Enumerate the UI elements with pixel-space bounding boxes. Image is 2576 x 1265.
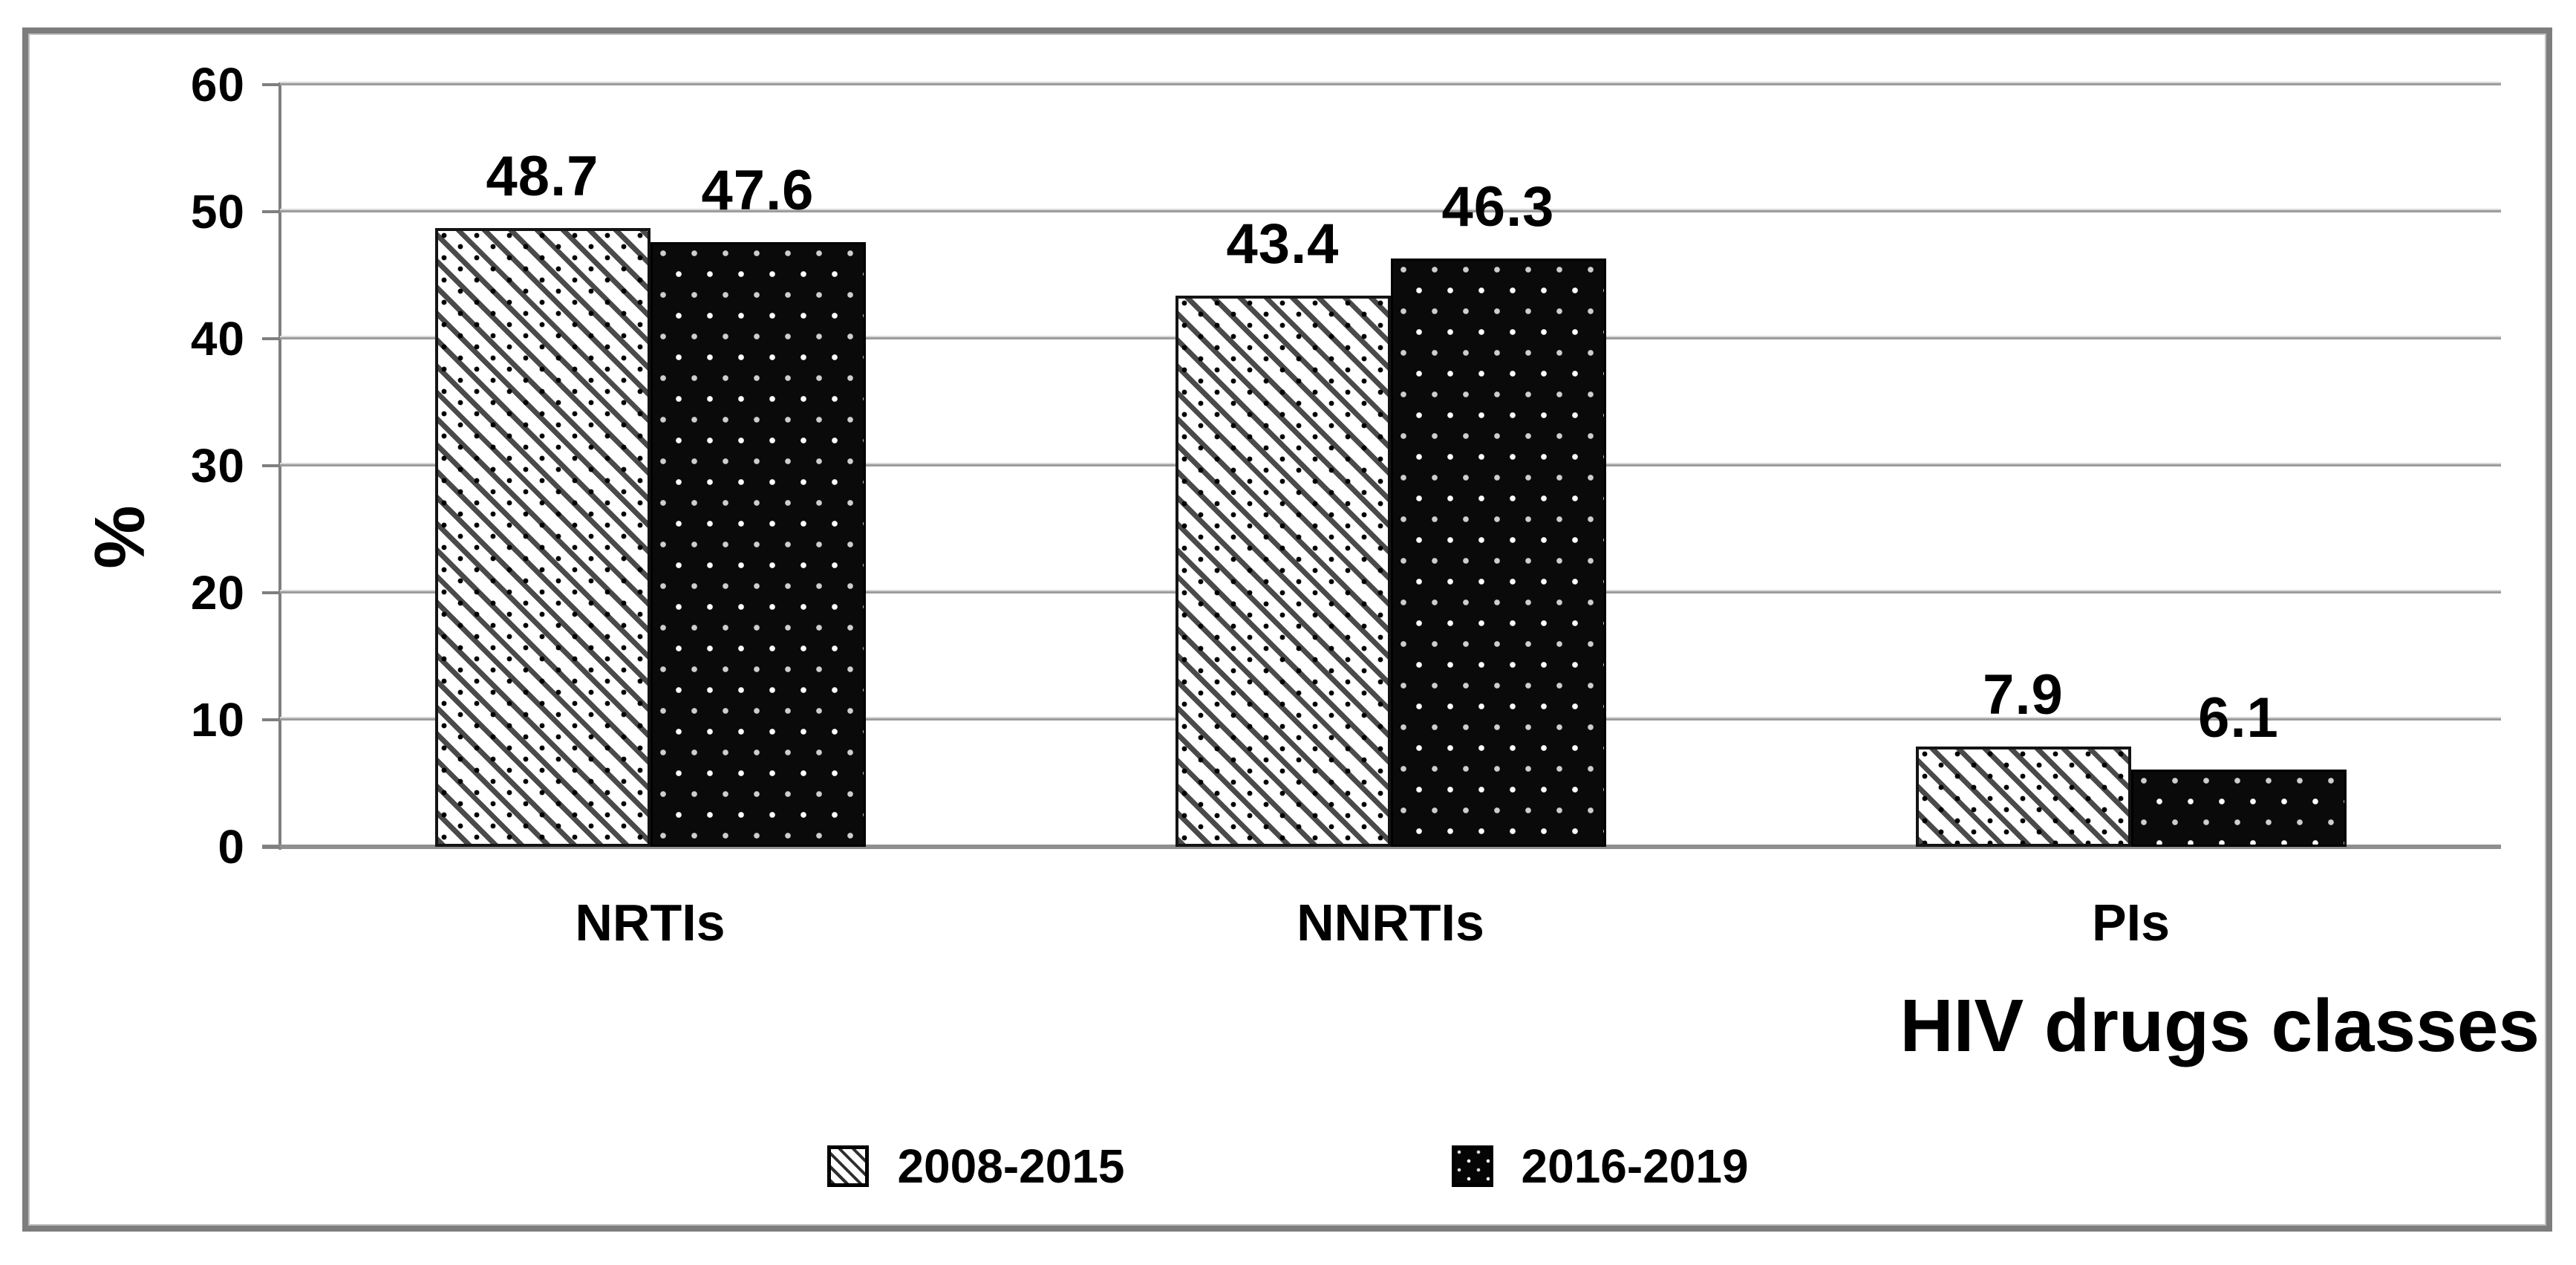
y-tick-label-60: 60 bbox=[190, 58, 245, 111]
bar-nnrtis-2016-2019 bbox=[1390, 258, 1606, 847]
y-tick-label-50: 50 bbox=[190, 185, 245, 238]
gridline-50 bbox=[280, 210, 2501, 212]
bar-nnrtis-2008-2015 bbox=[1175, 296, 1391, 847]
category-label-nrtis: NRTIs bbox=[575, 894, 725, 952]
plot-area: 48.7 47.6 43.4 46.3 7.9 6.1 bbox=[262, 83, 2501, 849]
y-tick-label-30: 30 bbox=[190, 439, 245, 492]
bar-nrtis-2008-2015 bbox=[434, 228, 650, 847]
y-tick-0 bbox=[262, 845, 280, 848]
y-tick-10 bbox=[262, 718, 280, 721]
legend-label-2016-2019: 2016-2019 bbox=[1521, 1139, 1749, 1193]
legend: 2008-2015 2016-2019 bbox=[0, 1139, 2576, 1193]
legend-item-2016-2019: 2016-2019 bbox=[1451, 1139, 1749, 1193]
y-tick-label-0: 0 bbox=[218, 820, 245, 874]
y-tick-40 bbox=[262, 337, 280, 340]
x-axis-title: HIV drugs classes bbox=[1900, 984, 2540, 1067]
y-tick-30 bbox=[262, 464, 280, 467]
y-tick-label-40: 40 bbox=[190, 312, 245, 365]
y-tick-60 bbox=[262, 83, 280, 86]
gridline-60 bbox=[280, 83, 2501, 85]
value-label-nrtis-2008-2015: 48.7 bbox=[486, 145, 599, 208]
y-tick-label-10: 10 bbox=[190, 693, 245, 747]
y-tick-label-20: 20 bbox=[190, 566, 245, 620]
bar-pis-2008-2015 bbox=[1915, 747, 2131, 847]
value-label-pis-2008-2015: 7.9 bbox=[1983, 663, 2064, 726]
legend-label-2008-2015: 2008-2015 bbox=[897, 1139, 1125, 1193]
category-label-nnrtis: NNRTIs bbox=[1297, 894, 1484, 952]
figure-border bbox=[22, 27, 2552, 1232]
value-label-nnrtis-2008-2015: 43.4 bbox=[1226, 212, 1340, 276]
legend-item-2008-2015: 2008-2015 bbox=[827, 1139, 1125, 1193]
legend-swatch-black-dots bbox=[1451, 1145, 1493, 1187]
bar-nrtis-2016-2019 bbox=[650, 242, 866, 847]
y-tick-50 bbox=[262, 210, 280, 213]
category-label-pis: PIs bbox=[2091, 894, 2171, 952]
value-label-nrtis-2016-2019: 47.6 bbox=[701, 159, 815, 222]
legend-swatch-diagonal-hatch bbox=[827, 1145, 870, 1187]
value-label-nnrtis-2016-2019: 46.3 bbox=[1441, 175, 1555, 238]
value-label-pis-2016-2019: 6.1 bbox=[2198, 686, 2279, 749]
y-tick-20 bbox=[262, 591, 280, 594]
bar-pis-2016-2019 bbox=[2130, 770, 2347, 847]
x-axis-baseline bbox=[262, 845, 2501, 849]
